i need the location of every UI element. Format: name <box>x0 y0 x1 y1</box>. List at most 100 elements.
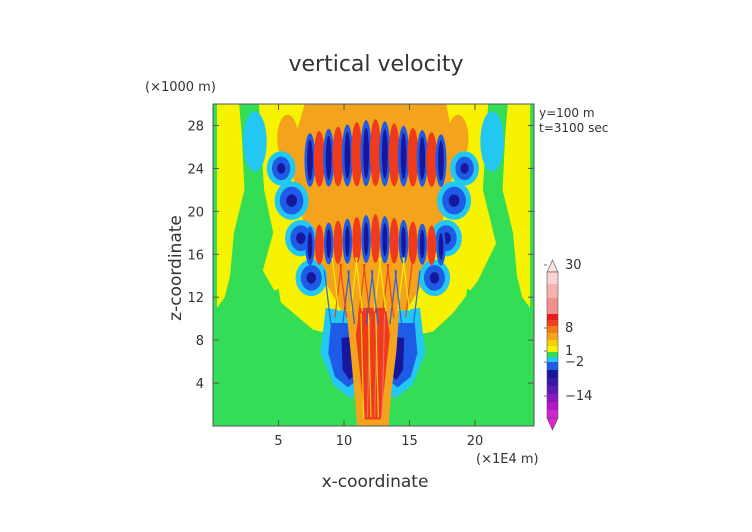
colorbar-segment-7 <box>547 340 558 346</box>
green-lobe-left <box>252 288 283 323</box>
updraft-streak-2 <box>367 313 372 418</box>
cell-navy-side-7 <box>460 163 469 174</box>
updraft-streak-0 <box>360 313 365 418</box>
colorbar-label-0: 30 <box>565 258 582 273</box>
band-pos-9 <box>388 123 400 187</box>
x-tick-label-1: 10 <box>336 434 353 449</box>
colorbar-segment-15 <box>547 394 558 402</box>
y-tick-label-4: 20 <box>187 205 204 220</box>
turbulent-streak-12 <box>370 270 379 325</box>
colorbar-segment-16 <box>547 402 558 410</box>
colorbar-segment-0 <box>547 272 558 284</box>
contour-field <box>213 104 534 426</box>
turbulent-streak-15 <box>389 270 398 325</box>
turbulent-streak-3 <box>342 270 350 325</box>
colorbar-label-1: 8 <box>565 321 573 336</box>
cell-navy-side-5 <box>429 272 440 284</box>
colorbar-segment-6 <box>547 333 558 340</box>
y-tick-label-5: 24 <box>187 162 204 177</box>
updraft-red <box>355 307 390 420</box>
turbulent-streak-4 <box>339 263 348 318</box>
x-axis-ticks: 5 10 15 20 <box>274 104 483 449</box>
cell-cyan-outer-left <box>243 111 267 172</box>
turbulent-streak-2 <box>331 257 340 312</box>
turbulent-streak-20 <box>402 257 411 312</box>
yellow-right-edge <box>502 104 531 308</box>
colorbar: 30 8 1−2 −14 <box>544 258 592 431</box>
y-tick-label-6: 28 <box>187 119 204 134</box>
turbulent-streak-14 <box>378 257 387 312</box>
band-pos-lower-1 <box>314 224 324 265</box>
turbulent-streak-0 <box>323 270 332 325</box>
band-navy-lower-4 <box>345 225 350 258</box>
x-axis-label: x-coordinate <box>322 472 429 492</box>
turbulent-streak-7 <box>357 263 366 318</box>
turbulent-streak-10 <box>363 263 371 318</box>
turbulent-streak-9 <box>365 270 374 325</box>
band-navy-4 <box>344 131 351 180</box>
band-navy-0 <box>307 139 313 181</box>
cell-navy-side-2 <box>296 232 306 244</box>
band-navy-2 <box>325 135 332 180</box>
x-multiplier-label: (×1E4 m) <box>476 452 539 467</box>
colorbar-label-2: 1 <box>565 344 573 359</box>
y-tick-label-0: 4 <box>196 377 204 392</box>
band-navy-lower-8 <box>382 223 388 257</box>
y-tick-label-2: 12 <box>187 291 204 306</box>
annotation-y: y=100 m <box>539 106 595 120</box>
cell-navy-side-1 <box>448 194 460 207</box>
cell-navy-side-4 <box>306 272 316 284</box>
x-tick-label-2: 15 <box>401 434 418 449</box>
y-axis-label: z-coordinate <box>166 215 186 321</box>
colorbar-label-3: −2 <box>565 355 584 370</box>
updraft-streak-1 <box>366 313 371 418</box>
band-navy-lower-2 <box>326 228 332 259</box>
turbulent-streak-16 <box>386 263 395 318</box>
turbulent-streak-19 <box>404 263 413 318</box>
band-pos-1 <box>313 131 325 187</box>
colorbar-segment-2 <box>547 298 558 314</box>
x-tick-label-3: 20 <box>467 434 484 449</box>
band-pos-lower-5 <box>352 216 362 264</box>
band-navy-lower-0 <box>307 232 313 260</box>
band-pos-5 <box>351 122 363 187</box>
cell-navy-side-0 <box>286 194 297 207</box>
chart-title: vertical velocity <box>288 52 463 77</box>
colorbar-segment-4 <box>547 320 558 326</box>
updraft-streak-5 <box>381 313 386 418</box>
band-navy-10 <box>400 132 407 180</box>
colorbar-frame <box>546 271 559 419</box>
plot-frame <box>212 103 535 427</box>
cell-navy-side-6 <box>277 163 286 174</box>
turbulent-streak-1 <box>334 263 343 318</box>
colorbar-segment-5 <box>547 326 558 333</box>
band-navy-lower-6 <box>363 222 369 256</box>
band-pos-lower-9 <box>389 217 399 264</box>
band-navy-lower-14 <box>438 233 444 260</box>
band-navy-lower-10 <box>401 226 406 258</box>
green-lobe-right <box>463 288 494 323</box>
colorbar-segment-10 <box>547 357 558 362</box>
band-pos-7 <box>369 119 381 187</box>
colorbar-top-extend <box>546 259 559 273</box>
band-navy-14 <box>438 140 444 181</box>
updraft-streak-3 <box>374 313 378 418</box>
colorbar-segment-3 <box>547 314 558 320</box>
y-multiplier-label: (×1000 m) <box>145 80 216 95</box>
band-pos-lower-11 <box>408 221 418 265</box>
turbulent-streak-6 <box>347 270 356 325</box>
y-tick-label-3: 16 <box>187 248 204 263</box>
colorbar-label-4: −14 <box>565 389 592 404</box>
colorbar-segment-14 <box>547 386 558 394</box>
turbulent-streak-8 <box>355 257 364 312</box>
colorbar-segment-9 <box>547 352 558 357</box>
band-navy-12 <box>419 136 426 180</box>
updraft-streak-4 <box>375 313 379 418</box>
cell-cyan-outer-right <box>480 111 504 172</box>
band-pos-lower-7 <box>371 214 380 263</box>
band-pos-3 <box>332 126 344 187</box>
x-tick-label-0: 5 <box>274 434 282 449</box>
colorbar-segment-17 <box>547 410 558 418</box>
